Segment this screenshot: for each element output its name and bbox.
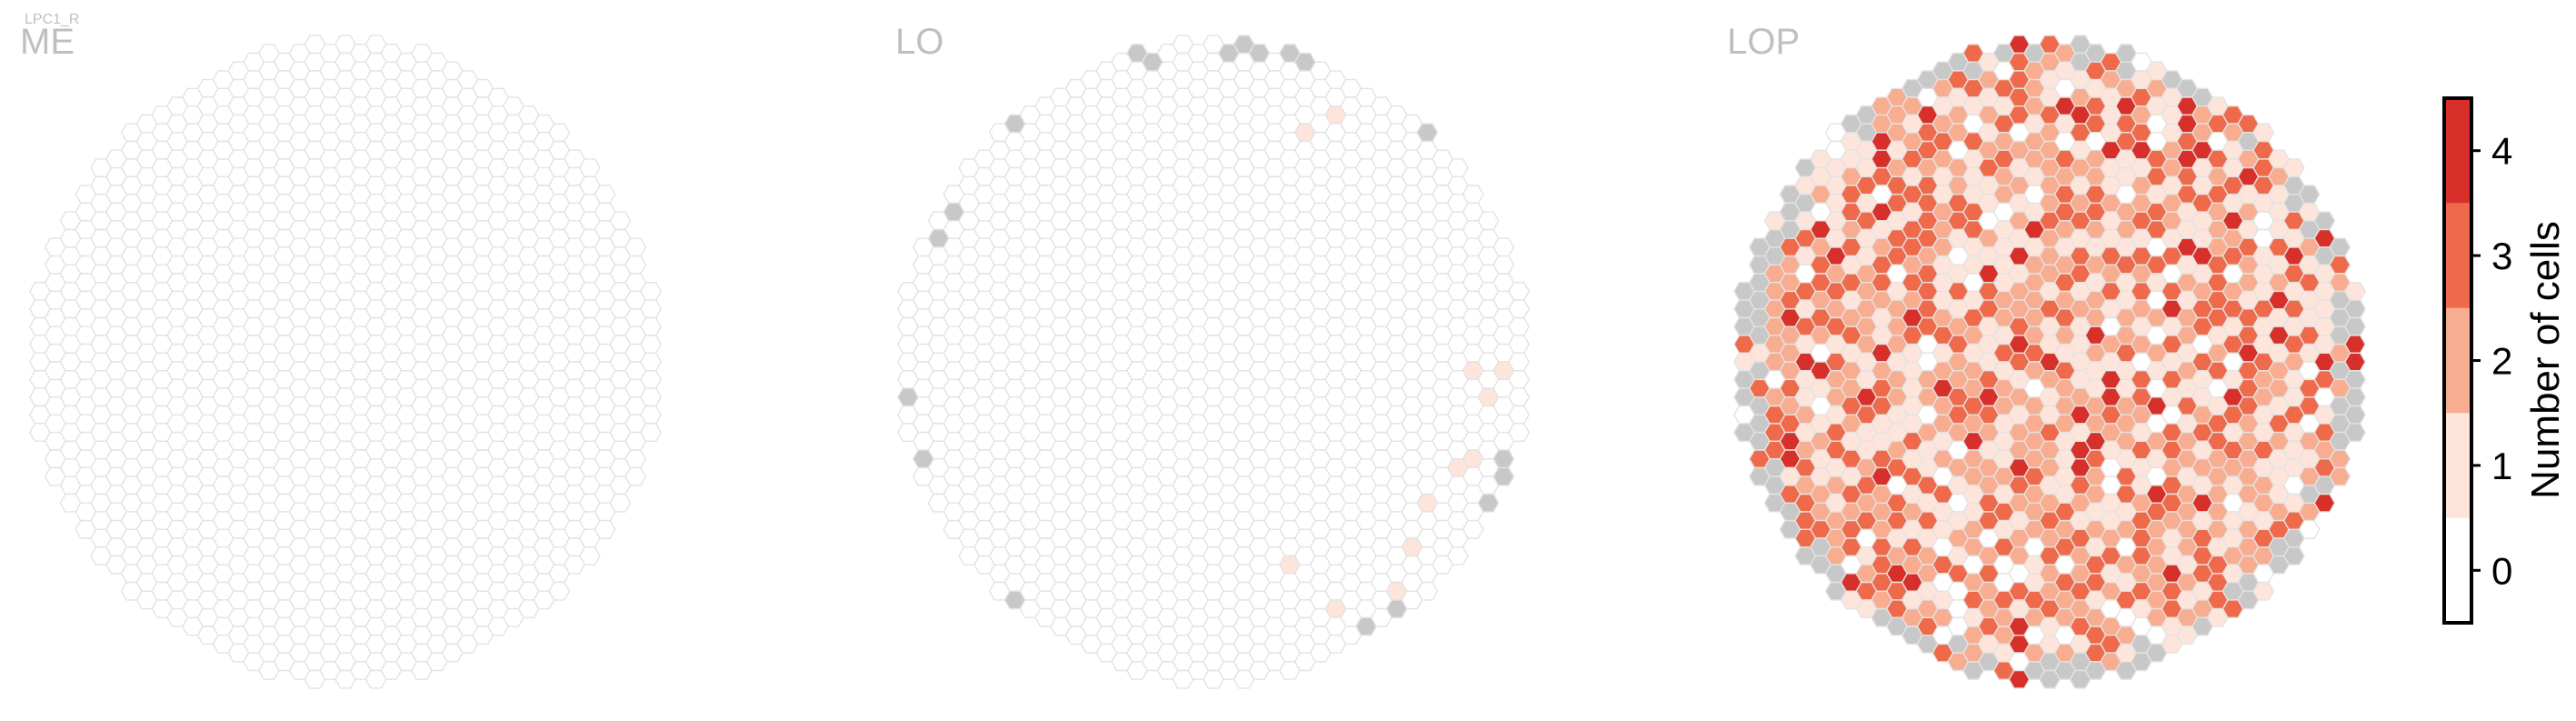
hex-column (609, 211, 632, 231)
hex-panel-lo (896, 35, 1531, 689)
hex-column (2343, 299, 2367, 319)
hex-column (1462, 185, 1484, 205)
panel-title-lo: LO (895, 22, 944, 62)
hex-column (594, 185, 616, 205)
hex-column (2343, 316, 2367, 336)
hex-column (1493, 255, 1515, 275)
hex-column (1507, 352, 1531, 372)
hex-column (2343, 423, 2367, 442)
hex-column (624, 255, 647, 275)
hex-column (2343, 405, 2367, 425)
hex-column (1462, 519, 1484, 539)
hex-column (1507, 335, 1531, 354)
hex-column (2343, 352, 2367, 372)
hex-column (1507, 316, 1531, 336)
hex-column (2329, 255, 2351, 275)
hex-column (639, 282, 663, 301)
panel-title-me: ME (20, 22, 75, 62)
cell-type-label: LPC1_R (25, 12, 80, 27)
hex-column (1493, 237, 1515, 257)
hex-column (1477, 493, 1500, 513)
hex-column (2329, 237, 2351, 257)
hex-column (1507, 282, 1531, 301)
hex-column (1493, 449, 1515, 469)
colorbar-segment (2444, 98, 2471, 204)
hex-column (578, 546, 601, 566)
hex-column (639, 387, 663, 407)
hex-column (624, 237, 647, 257)
hex-column (2298, 185, 2321, 205)
hex-column (2282, 546, 2305, 566)
hex-column (2313, 493, 2336, 513)
colorbar-tick-label: 3 (2491, 235, 2512, 277)
colorbar-segment (2444, 307, 2471, 414)
colorbar-segment (2444, 413, 2471, 518)
hex-column (1507, 299, 1531, 319)
colorbar-segment (2444, 517, 2471, 623)
panel-title-lop: LOP (1727, 22, 1801, 62)
hex-column (609, 493, 632, 513)
hex-column (1507, 405, 1531, 425)
hex-panel-me (28, 35, 663, 689)
colorbar-tick-label: 1 (2491, 445, 2512, 487)
hex-column (1416, 123, 1439, 143)
hex-column (2329, 449, 2351, 469)
hex-column (1507, 423, 1531, 442)
hex-column (2298, 519, 2321, 539)
hex-column (624, 466, 647, 486)
hex-column (2282, 158, 2305, 178)
colorbar-tick-label: 4 (2491, 130, 2512, 173)
hex-column (594, 519, 616, 539)
hex-column (1446, 158, 1469, 178)
hex-column (639, 299, 663, 319)
hex-column (2343, 370, 2367, 389)
hex-column (2343, 282, 2367, 301)
hex-column (2343, 335, 2367, 354)
hex-column (1493, 466, 1515, 486)
hex-column (639, 423, 663, 442)
hex-column (639, 370, 663, 389)
hex-column (1416, 581, 1439, 601)
hex-column (2343, 387, 2367, 407)
hex-column (2252, 581, 2275, 601)
hex-column (2329, 466, 2351, 486)
hex-column (1507, 387, 1531, 407)
hex-column (639, 352, 663, 372)
colorbar-label: Number of cells (2523, 221, 2568, 499)
hex-column (548, 581, 571, 601)
hex-column (2252, 123, 2275, 143)
hex-column (2313, 211, 2336, 231)
hex-column (639, 405, 663, 425)
hex-column (1446, 546, 1469, 566)
hex-column (578, 158, 601, 178)
hex-column (548, 123, 571, 143)
hex-column (624, 449, 647, 469)
hex-column (1477, 211, 1500, 231)
colorbar-segment (2444, 203, 2471, 308)
hex-column (639, 335, 663, 354)
colorbar: 0 1 2 3 4 Number of cells (2442, 96, 2568, 625)
colorbar-tick-label: 0 (2491, 549, 2512, 592)
hex-panel-lop (1732, 35, 2367, 689)
hex-column (639, 316, 663, 336)
colorbar-tick-label: 2 (2491, 340, 2512, 383)
hex-column (1507, 370, 1531, 389)
